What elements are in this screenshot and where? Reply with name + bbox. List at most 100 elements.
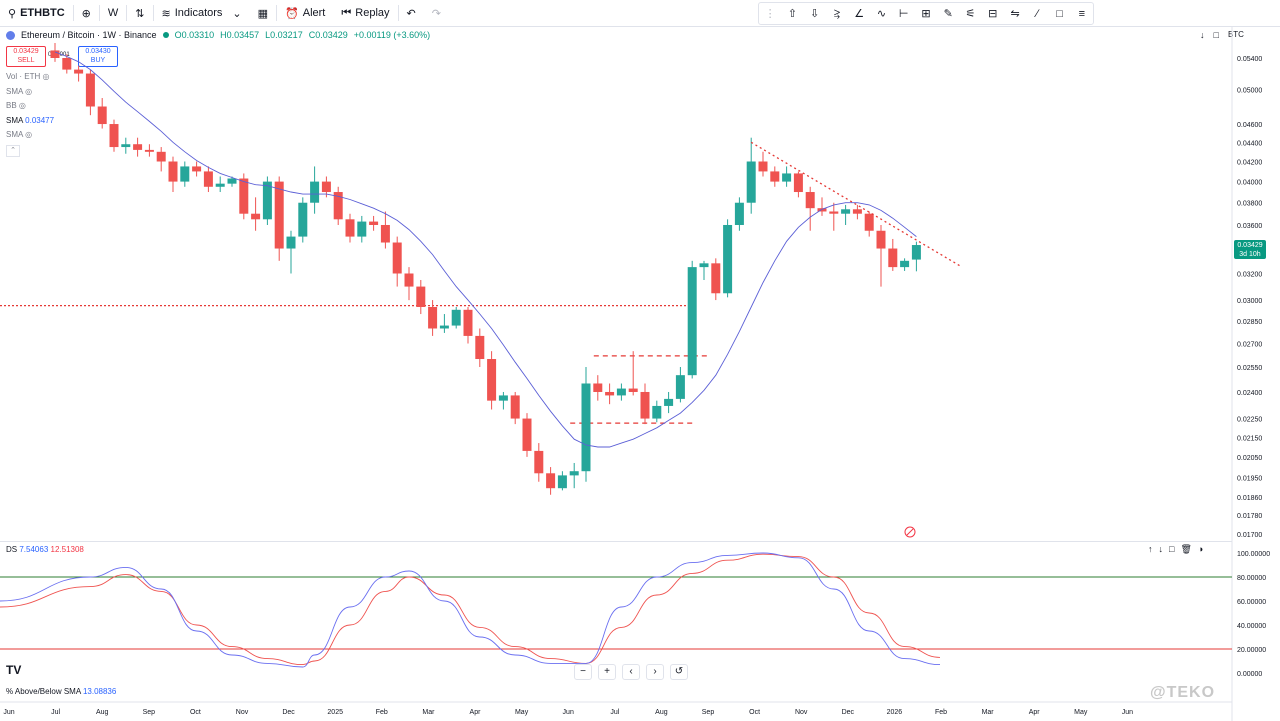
indicators-button[interactable]: ≋ Indicators ⌄ <box>154 0 250 26</box>
price-tick-label: 0.04600 <box>1237 122 1262 129</box>
scroll-right-button[interactable]: › <box>646 664 664 680</box>
undo-button[interactable]: ↶ <box>399 0 424 26</box>
indicator-name: SMA <box>6 86 23 96</box>
reset-chart-button[interactable]: ↺ <box>670 664 688 680</box>
buy-button[interactable]: 0.03430 BUY <box>78 46 118 67</box>
compare-button[interactable]: ⊕ <box>74 0 99 26</box>
trend-angle-icon[interactable]: ∠ <box>854 7 865 20</box>
candles-tool-icon[interactable]: ⚟ <box>965 7 976 20</box>
sma-pane-value: 13.08836 <box>82 687 117 696</box>
price-tick-label: 0.02250 <box>1237 417 1262 424</box>
position-icon[interactable]: ⊞ <box>921 7 931 20</box>
oscillator-pane: 100.00000 80.00000 60.00000 40.00000 20.0000… <box>0 551 1270 678</box>
redo-button[interactable]: ↷ <box>424 0 449 26</box>
pattern-icon[interactable]: ⥸ <box>833 7 841 20</box>
chart-title[interactable]: Ethereum / Bitcoin · 1W · Binance <box>21 30 157 40</box>
eye-off-icon[interactable]: ◎ <box>25 86 33 96</box>
time-tick-label: Dec <box>842 709 855 716</box>
candle-body <box>841 209 851 214</box>
scroll-left-button[interactable]: ‹ <box>622 664 640 680</box>
arrow-down-icon[interactable]: ⇩ <box>810 7 820 20</box>
oscillator-name[interactable]: DS <box>6 545 18 554</box>
candle-body <box>345 219 355 237</box>
time-tick-label: Feb <box>935 709 947 716</box>
indicator-sma-3[interactable]: SMA ◎ <box>6 128 54 143</box>
eye-off-icon[interactable]: ◎ <box>18 101 26 110</box>
menu-icon[interactable]: ≡ <box>1078 7 1086 20</box>
brush-icon[interactable]: ✎ <box>943 7 953 20</box>
date-range-icon[interactable]: ⇋ <box>1010 7 1020 20</box>
last-price-value: 0.03429 <box>1237 242 1263 249</box>
redo-icon: ↷ <box>431 7 441 20</box>
time-tick-label: 2025 <box>327 709 343 716</box>
indicator-sma-1[interactable]: SMA ◎ <box>6 85 54 100</box>
drag-handle-icon[interactable]: ⋮ <box>764 7 776 20</box>
sell-button[interactable]: 0.03429 SELL <box>6 46 46 67</box>
indicator-sma-2[interactable]: SMA 0.03477 <box>6 114 54 129</box>
candle-body <box>74 69 84 74</box>
collapse-icon[interactable]: ◑ <box>1197 544 1204 554</box>
pane-separator[interactable] <box>0 541 1232 542</box>
alarm-clock-icon: ⏰ <box>285 7 299 20</box>
interval-button[interactable]: W <box>100 0 126 26</box>
polyline-icon[interactable]: ∿ <box>876 7 887 20</box>
range-icon[interactable]: ⊟ <box>988 7 998 20</box>
candle-body <box>829 211 839 214</box>
chart-type-button[interactable]: ⇅ <box>127 0 152 26</box>
candle-body <box>298 202 308 237</box>
move-up-icon[interactable]: ↑ <box>1148 544 1153 554</box>
indicator-bb[interactable]: BB ◎ <box>6 99 54 114</box>
sell-label: SELL <box>17 57 35 64</box>
tradingview-logo[interactable]: TV <box>6 663 22 677</box>
zoom-in-button[interactable]: + <box>598 664 616 680</box>
price-tick-label: 0.03200 <box>1237 271 1262 278</box>
alert-button[interactable]: ⏰ Alert <box>277 0 333 26</box>
eth-logo-icon <box>6 30 15 40</box>
indicator-name: SMA <box>6 115 23 125</box>
time-tick-label: Aug <box>96 709 109 716</box>
grid-icon: ▦ <box>257 7 269 20</box>
oscillator-slow-line <box>0 553 941 666</box>
rectangle-icon[interactable]: □ <box>1056 7 1063 20</box>
symbol-search[interactable]: ⚲ ETHBTC <box>0 0 73 26</box>
ray-icon[interactable]: ∕ <box>1036 7 1039 20</box>
sma-pane-name[interactable]: % Above/Below SMA <box>6 687 81 696</box>
arrow-down-icon[interactable]: ↓ <box>1200 30 1205 40</box>
price-tick-label: 0.01700 <box>1237 532 1262 539</box>
price-tick-label: 0.01860 <box>1237 495 1262 502</box>
time-tick-label: May <box>1074 709 1088 716</box>
eye-off-icon[interactable]: ◎ <box>25 130 33 139</box>
eye-off-icon[interactable]: ◎ <box>42 72 50 81</box>
candle-body <box>156 151 166 162</box>
fib-retracement-icon[interactable]: ⊢ <box>898 7 909 20</box>
candle-body <box>475 335 485 360</box>
candle-body <box>723 224 733 294</box>
time-tick-label: Mar <box>982 709 995 716</box>
layouts-button[interactable]: ▦ <box>250 0 276 26</box>
time-tick-label: Dec <box>282 709 295 716</box>
delete-icon[interactable]: 🗑 <box>1180 544 1192 554</box>
collapse-legend-button[interactable]: ⌃ <box>6 144 20 157</box>
maximize-icon[interactable]: □ <box>1213 30 1219 40</box>
buy-price: 0.03430 <box>85 48 111 55</box>
symbol-label: ETHBTC <box>20 7 65 19</box>
zoom-out-button[interactable]: − <box>574 664 592 680</box>
alert-label: Alert <box>302 7 326 19</box>
candle-body <box>168 161 178 182</box>
price-tick-label: 0.02400 <box>1237 390 1262 397</box>
indicator-vol[interactable]: Vol · ETH ◎ <box>6 70 54 85</box>
currency-label[interactable]: BTC <box>1227 30 1244 39</box>
candle-body <box>487 359 497 401</box>
candle-body <box>664 398 674 406</box>
candle-body <box>605 391 615 396</box>
arrow-up-icon[interactable]: ⇧ <box>787 7 797 20</box>
candle-body <box>628 388 638 392</box>
price-tick-label: 0.02550 <box>1237 365 1262 372</box>
candle-body <box>746 161 756 203</box>
maximize-pane-icon[interactable]: □ <box>1169 544 1175 554</box>
move-down-icon[interactable]: ↓ <box>1158 544 1164 554</box>
replay-button[interactable]: ⏮ Replay <box>333 0 397 26</box>
drawing-toolbar: ⋮ ⇧ ⇩ ⥸ ∠ ∿ ⊢ ⊞ ✎ ⚟ ⊟ ⇋ ∕ □ ≡ <box>758 2 1094 25</box>
target-icon[interactable] <box>904 526 916 538</box>
